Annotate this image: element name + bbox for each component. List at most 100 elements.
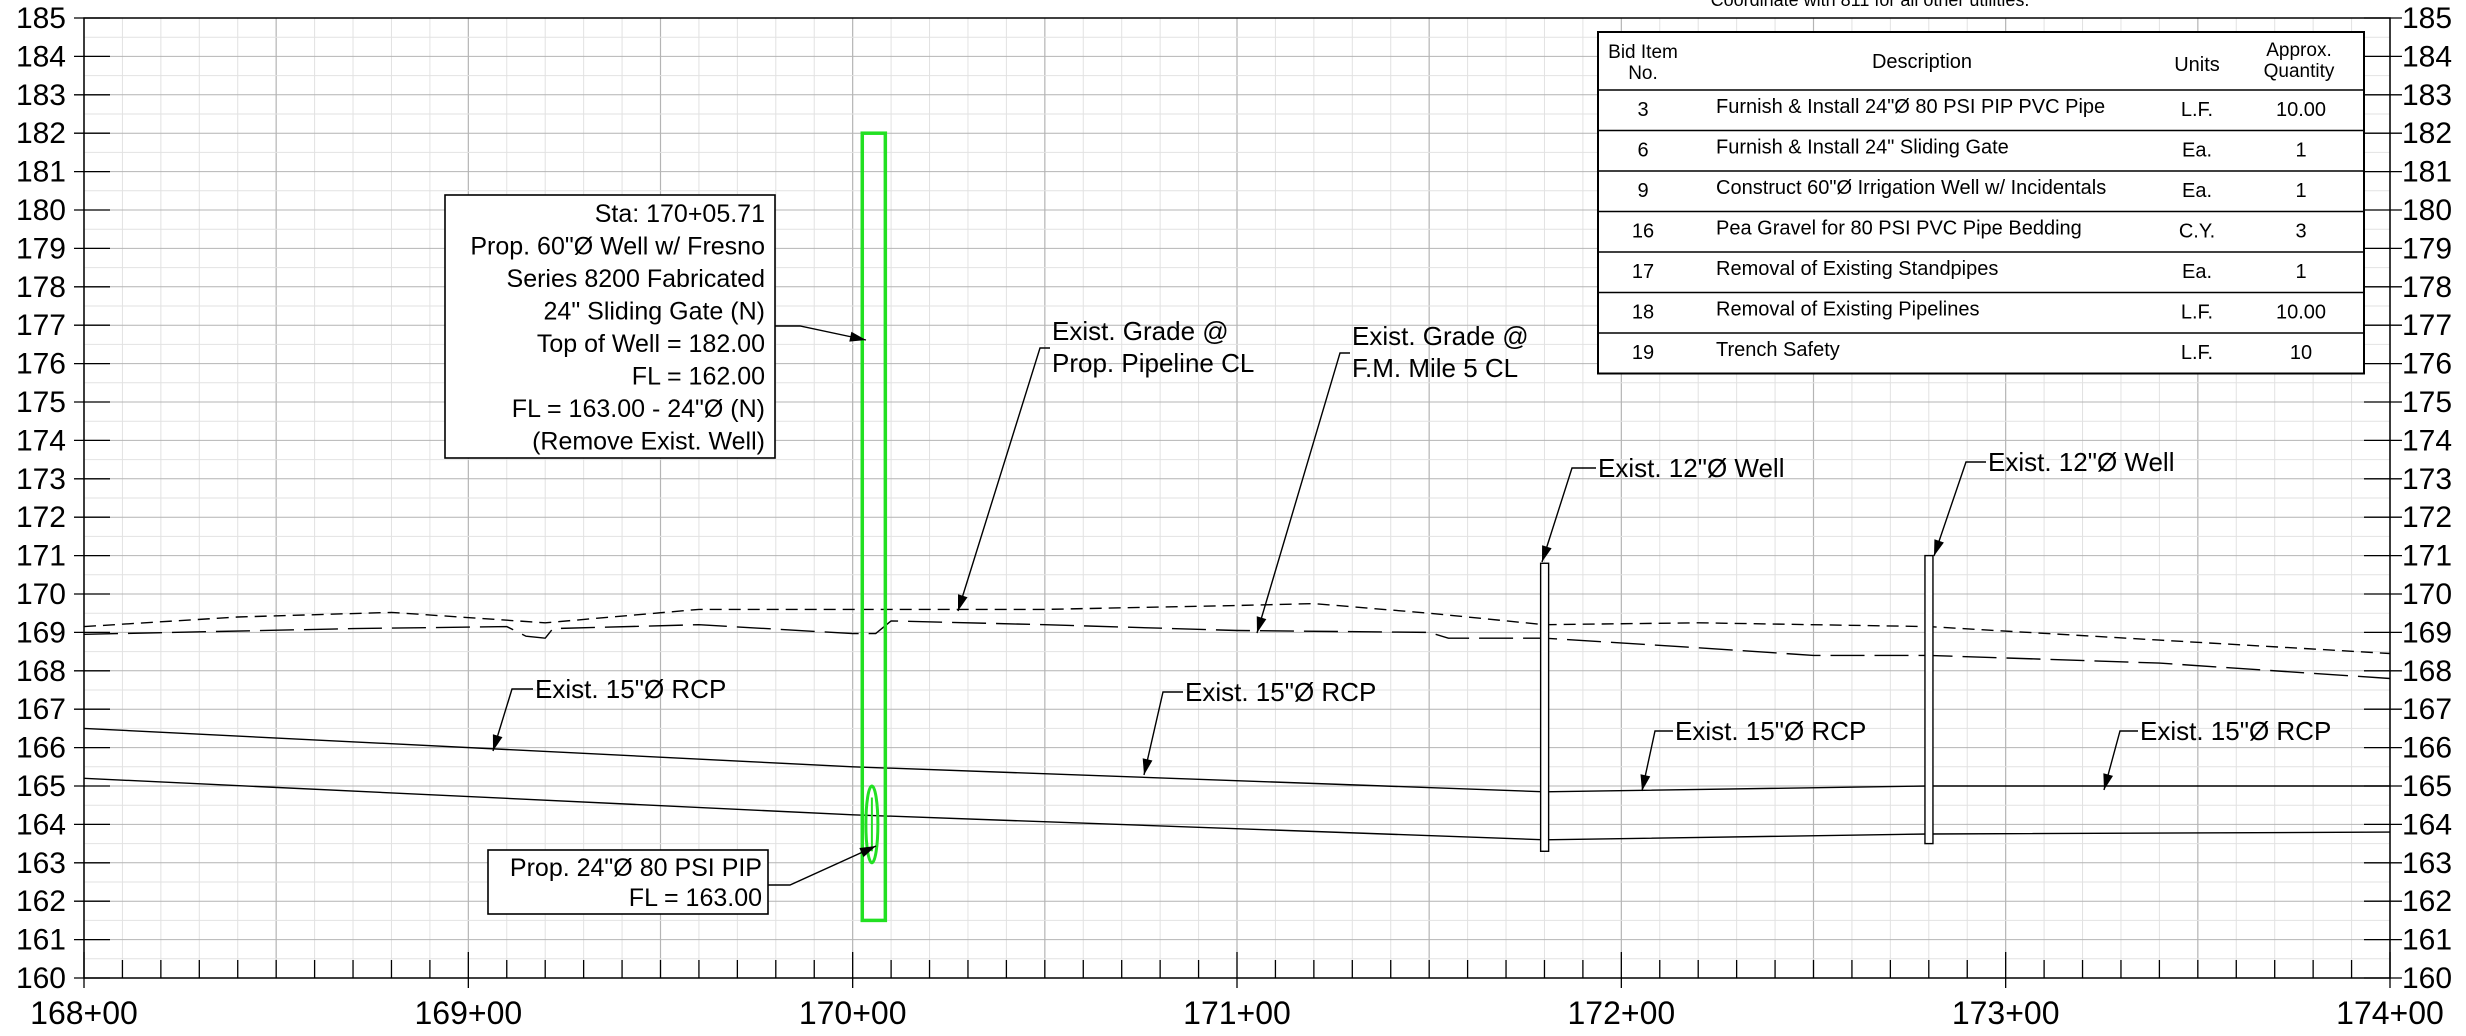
well-info-text: Prop. 60"Ø Well w/ Fresno xyxy=(470,233,765,261)
bid-table-cell-units: Ea. xyxy=(2182,261,2212,283)
y-tick-label-right: 167 xyxy=(2402,693,2452,726)
proposed-pipe xyxy=(864,784,880,865)
y-tick-label-right: 172 xyxy=(2402,501,2452,534)
pipe-info-text: FL = 163.00 xyxy=(629,884,762,912)
rcp-label-3: Exist. 15"Ø RCP xyxy=(1675,716,1866,746)
y-tick-label-left: 168 xyxy=(16,655,66,688)
y-tick-label-right: 164 xyxy=(2402,808,2452,841)
y-tick-label-left: 169 xyxy=(16,616,66,649)
rcp-label-4: Exist. 15"Ø RCP xyxy=(2140,716,2331,746)
y-tick-label-right: 174 xyxy=(2402,424,2452,457)
bid-table-cell-description: Furnish & Install 24" Sliding Gate xyxy=(1716,137,2009,159)
y-tick-label-right: 171 xyxy=(2402,540,2452,573)
bid-table-header-description: Description xyxy=(1872,51,1972,73)
leader-line xyxy=(1933,461,1986,557)
bid-table-cell-item: 17 xyxy=(1632,261,1654,283)
bid-table-cell-description: Removal of Existing Standpipes xyxy=(1716,258,1998,280)
leader-arrowhead xyxy=(849,331,866,342)
leader-arrowhead xyxy=(1542,545,1552,562)
bid-table-cell-quantity: 10.00 xyxy=(2276,302,2326,324)
grade-fm-label: F.M. Mile 5 CL xyxy=(1352,353,1518,383)
x-tick-label: 174+00 xyxy=(2336,995,2444,1031)
y-tick-label-right: 180 xyxy=(2402,194,2452,227)
bid-table-cell-units: C.Y. xyxy=(2179,221,2215,243)
bid-table-header-item: No. xyxy=(1628,63,1658,84)
y-tick-label-left: 163 xyxy=(16,847,66,880)
y-tick-label-left: 175 xyxy=(16,386,66,419)
leader-line xyxy=(1143,691,1183,776)
y-tick-label-left: 174 xyxy=(16,424,66,457)
bid-table-cell-description: Furnish & Install 24"Ø 80 PSI PIP PVC Pi… xyxy=(1716,96,2105,118)
bid-table-cell-quantity: 3 xyxy=(2295,221,2306,243)
existing-grade-fm-line xyxy=(83,620,2391,680)
existing-grade-pipeline-line xyxy=(83,602,2391,655)
leader-arrowhead xyxy=(2103,773,2114,790)
rcp-label-2: Exist. 15"Ø RCP xyxy=(1185,677,1376,707)
existing-well-b xyxy=(1924,554,1934,845)
bid-table-header-quantity: Approx. xyxy=(2266,40,2331,61)
x-tick-label: 168+00 xyxy=(30,995,138,1031)
bid-table-cell-units: Ea. xyxy=(2182,140,2212,162)
leader-line xyxy=(957,347,1050,612)
bid-table-cell-item: 6 xyxy=(1637,140,1648,162)
profile-features xyxy=(83,131,2391,923)
rcp-label-1: Exist. 15"Ø RCP xyxy=(535,674,726,704)
y-tick-label-left: 181 xyxy=(16,156,66,189)
y-tick-label-right: 166 xyxy=(2402,732,2452,765)
well-info-text: 24" Sliding Gate (N) xyxy=(544,298,765,326)
bid-table-cell-units: L.F. xyxy=(2181,342,2213,364)
pipe-info-box xyxy=(487,849,769,915)
well-info-text: Sta: 170+05.71 xyxy=(595,200,765,228)
y-tick-label-right: 185 xyxy=(2402,2,2452,35)
y-tick-label-right: 182 xyxy=(2402,117,2452,150)
y-tick-label-right: 163 xyxy=(2402,847,2452,880)
existing-well-b-label: Exist. 12"Ø Well xyxy=(1988,447,2174,477)
profile-annotations: Sta: 170+05.71 Prop. 60"Ø Well w/ Fresno S… xyxy=(444,194,2331,915)
leader-line xyxy=(1256,352,1350,634)
y-tick-label-left: 173 xyxy=(16,463,66,496)
y-tick-label-right: 165 xyxy=(2402,770,2452,803)
grade-pipeline-label: Exist. Grade @ xyxy=(1052,316,1229,346)
bid-table-cell-description: Construct 60"Ø Irrigation Well w/ Incide… xyxy=(1716,177,2106,199)
y-tick-label-right: 168 xyxy=(2402,655,2452,688)
y-tick-label-left: 184 xyxy=(16,40,66,73)
y-tick-label-left: 183 xyxy=(16,79,66,112)
y-tick-label-right: 169 xyxy=(2402,616,2452,649)
leader-line xyxy=(1641,730,1673,792)
leader-arrowhead xyxy=(492,734,503,751)
well-info-text: FL = 162.00 xyxy=(632,363,765,391)
x-tick-label: 172+00 xyxy=(1567,995,1675,1031)
existing-well-a xyxy=(1539,562,1550,852)
y-tick-label-left: 182 xyxy=(16,117,66,150)
well-info-text: Top of Well = 182.00 xyxy=(537,330,765,358)
y-tick-label-right: 173 xyxy=(2402,463,2452,496)
bid-table-cell-quantity: 10.00 xyxy=(2276,99,2326,121)
y-tick-label-left: 171 xyxy=(16,540,66,573)
bid-table-cell-item: 9 xyxy=(1637,180,1648,202)
leader-line xyxy=(1541,467,1596,563)
leader-arrowhead xyxy=(1142,758,1153,775)
bid-table-header-quantity: Quantity xyxy=(2264,61,2335,82)
x-tick-label: 173+00 xyxy=(1952,995,2060,1031)
bid-table-cell-quantity: 1 xyxy=(2295,140,2306,162)
bid-table-cell-item: 18 xyxy=(1632,302,1654,324)
y-tick-label-left: 166 xyxy=(16,732,66,765)
bid-table-cell-units: L.F. xyxy=(2181,99,2213,121)
y-tick-label-left: 176 xyxy=(16,348,66,381)
y-tick-label-left: 180 xyxy=(16,194,66,227)
bid-table-cell-quantity: 10 xyxy=(2290,342,2312,364)
bid-table-cell-description: Removal of Existing Pipelines xyxy=(1716,299,1979,321)
y-tick-label-right: 181 xyxy=(2402,156,2452,189)
y-tick-label-left: 160 xyxy=(16,962,66,995)
y-tick-label-left: 164 xyxy=(16,808,66,841)
y-tick-label-right: 160 xyxy=(2402,962,2452,995)
leader-line xyxy=(775,325,867,341)
y-tick-label-left: 165 xyxy=(16,770,66,803)
bid-table-cell-description: Trench Safety xyxy=(1716,339,1840,361)
proposed-well xyxy=(860,131,888,923)
well-info-text: (Remove Exist. Well) xyxy=(532,428,765,456)
y-tick-label-left: 162 xyxy=(16,885,66,918)
